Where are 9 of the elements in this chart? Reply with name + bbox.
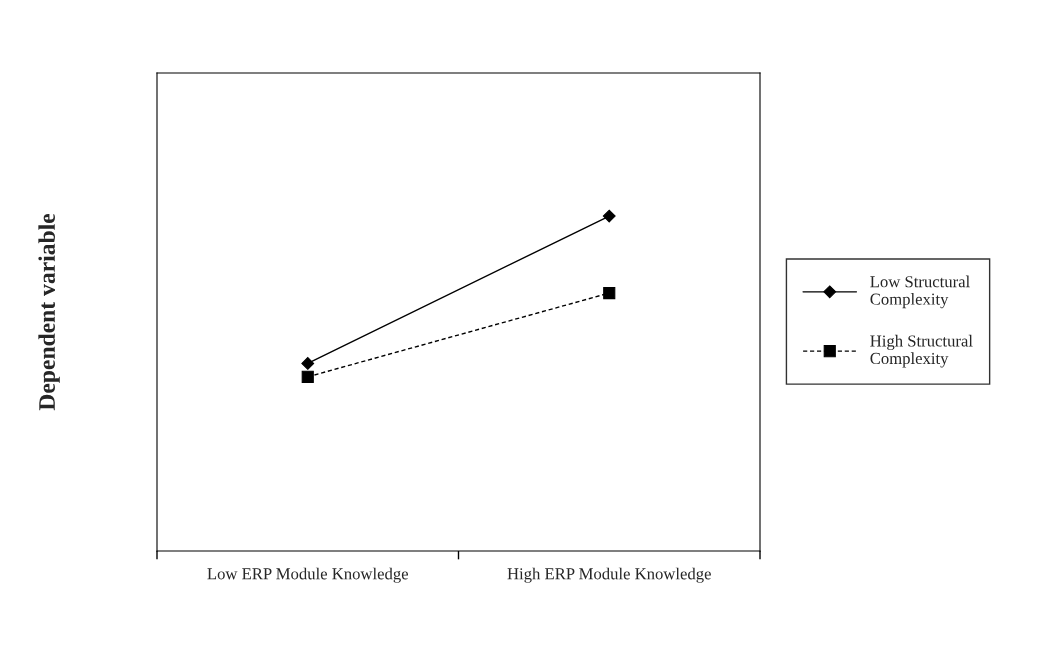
x-tick-label: High ERP Module Knowledge <box>507 567 711 583</box>
legend-label: Low Structural Complexity <box>870 275 970 309</box>
legend-label: High Structural Complexity <box>870 334 973 368</box>
point <box>602 209 616 223</box>
point <box>301 370 314 383</box>
point <box>301 357 315 370</box>
x-tick-label: Low ERP Module Knowledge <box>207 567 409 583</box>
point <box>603 287 616 300</box>
y-axis-title: Dependent variable <box>38 213 60 411</box>
